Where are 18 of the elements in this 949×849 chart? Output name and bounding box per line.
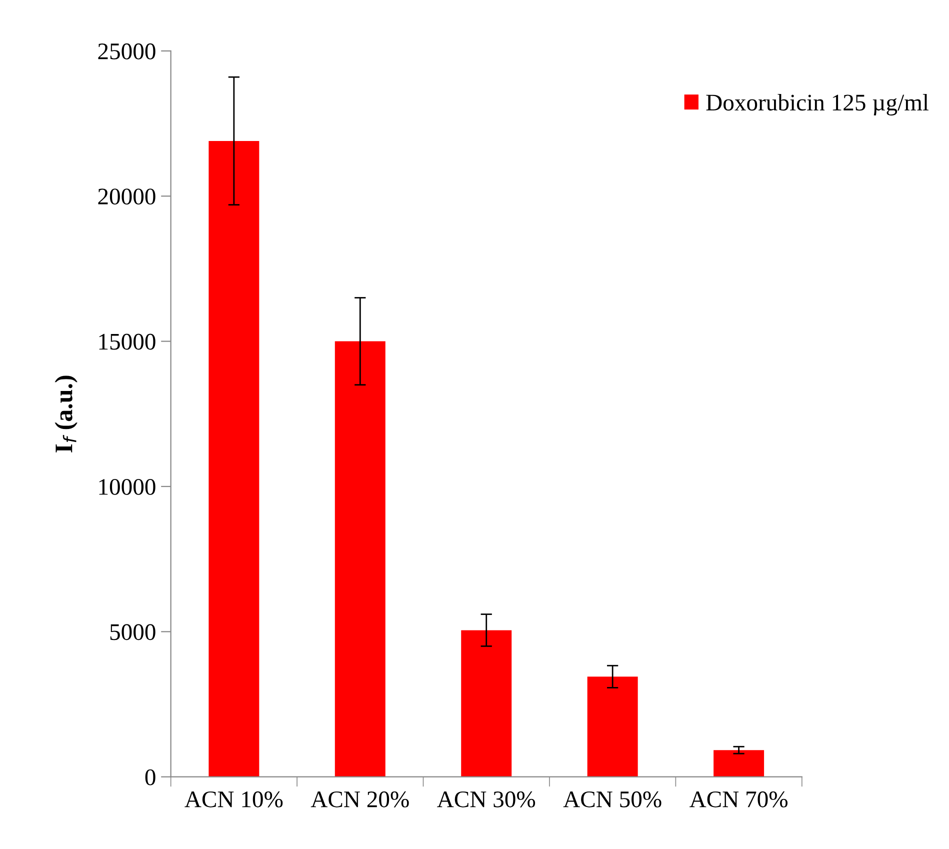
bar xyxy=(208,140,260,777)
y-axis-title: I$_{f}$ (a.u.) xyxy=(54,376,78,452)
bar xyxy=(714,750,764,777)
x-tick-label: ACN 10% xyxy=(184,791,283,808)
bar xyxy=(461,630,512,777)
y-tick-label: 25000 xyxy=(98,43,156,60)
x-tick-label: ACN 20% xyxy=(310,791,409,808)
y-tick-label: 5000 xyxy=(110,624,156,640)
y-tick-label: 15000 xyxy=(99,334,156,350)
x-tick-label: ACN 70% xyxy=(690,791,788,808)
y-tick-label: 10000 xyxy=(99,478,156,495)
x-tick-label: ACN 50% xyxy=(563,791,662,808)
y-tick-label: 20000 xyxy=(98,188,156,205)
bar xyxy=(334,341,386,777)
bar xyxy=(587,676,638,777)
y-tick-label: 0 xyxy=(145,769,156,786)
x-tick-label: ACN 30% xyxy=(437,791,536,808)
legend-label: Doxorubicin 125 µg/ml xyxy=(706,94,929,116)
